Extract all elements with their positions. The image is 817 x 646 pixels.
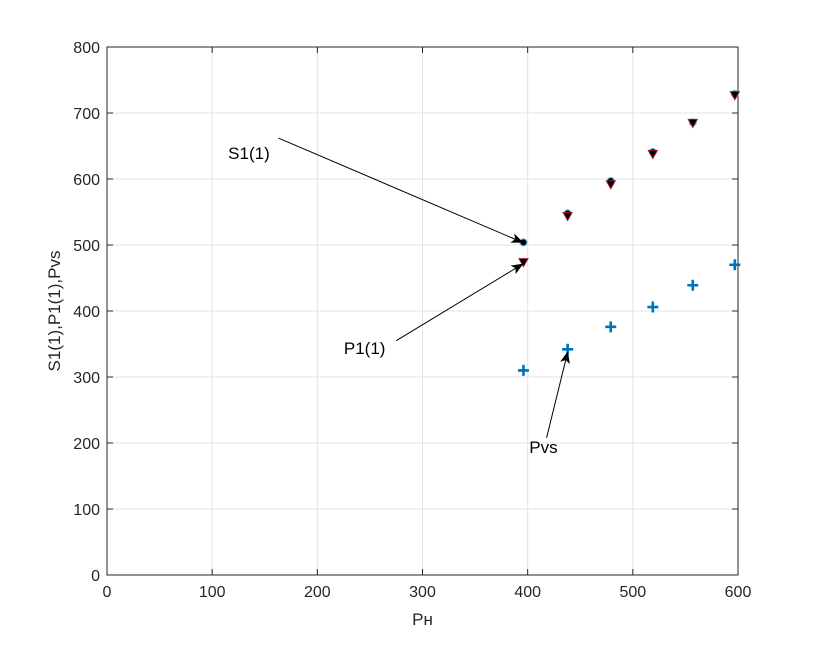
x-tick-label: 100: [199, 584, 226, 601]
data-point-triangle: [605, 180, 617, 190]
x-tick-label: 400: [514, 584, 541, 601]
data-point-triangle: [562, 211, 573, 222]
annotation-label: Pvs: [529, 438, 557, 457]
data-point-triangle: [729, 91, 741, 101]
y-tick-label: 700: [73, 106, 100, 123]
y-tick-label: 400: [73, 304, 100, 321]
series-p11: [518, 91, 741, 268]
data-point-plus: [729, 259, 741, 271]
annotation-arrow: [546, 351, 570, 438]
annotation-label: P1(1): [344, 339, 386, 358]
y-tick-label: 0: [91, 568, 100, 585]
series-pvs: [517, 259, 741, 376]
axes-box: [106, 46, 739, 576]
x-tick-label: 0: [103, 584, 112, 601]
annotation-arrow: [278, 137, 524, 243]
annotation-label: S1(1): [228, 144, 270, 163]
data-point-plus: [605, 321, 617, 333]
data-point-circle: [519, 238, 528, 247]
y-tick-label: 200: [73, 436, 100, 453]
data-point-triangle: [647, 149, 659, 160]
y-tick-label: 600: [73, 172, 100, 189]
x-tick-label: 500: [619, 584, 646, 601]
y-tick-label: 800: [73, 40, 100, 57]
data-point-triangle: [518, 258, 529, 268]
x-tick-label: 300: [409, 584, 436, 601]
annotation-arrow: [395, 263, 524, 342]
x-tick-label: 600: [725, 584, 752, 601]
y-tick-label: 300: [73, 370, 100, 387]
data-point-plus: [647, 301, 659, 313]
y-axis-label: S1(1),P1(1),Pvs: [45, 251, 64, 372]
x-tick-label: 200: [304, 584, 331, 601]
data-point-plus: [517, 364, 529, 376]
y-tick-label: 500: [73, 238, 100, 255]
data-point-plus: [687, 279, 699, 291]
data-point-triangle: [687, 118, 699, 129]
x-axis-label: Рн: [412, 610, 433, 629]
y-tick-label: 100: [73, 502, 100, 519]
